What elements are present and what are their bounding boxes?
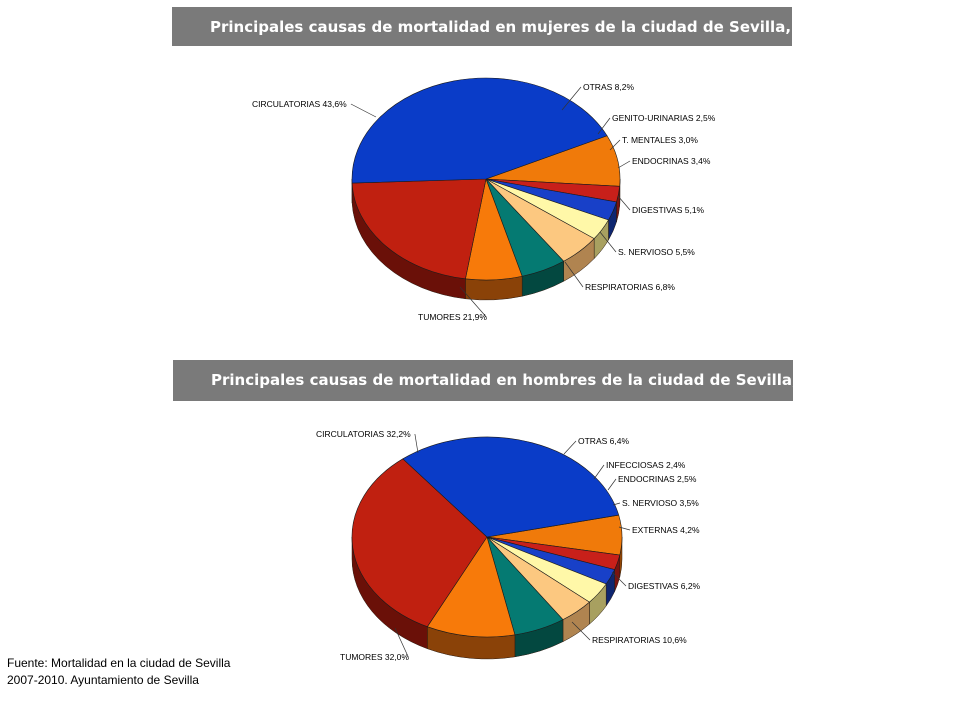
source-line-1: Fuente: Mortalidad en la ciudad de Sevil…	[7, 656, 231, 670]
pie-chart-women: OTRAS 8,2% GENITO-URINARIAS 2,5% T. MENTAL…	[252, 77, 716, 322]
source-note: Fuente: Mortalidad en la ciudad de Sevil…	[7, 655, 230, 689]
pie-slices	[351, 436, 623, 638]
leader-line-respiratorias-10-6	[571, 621, 591, 641]
pie-slice-circulatorias-32-2	[402, 436, 620, 538]
leader-line-infecciosas-2-4	[593, 464, 605, 480]
slice-label-digestivas-6-2: DIGESTIVAS 6,2%	[628, 581, 701, 591]
pie-side-walls	[351, 536, 623, 660]
pie-slice-tumores-32-0	[351, 458, 488, 628]
pie-slice-tumores-21-9	[351, 178, 487, 280]
chart-title-men: Principales causas de mortalidad en homb…	[173, 360, 893, 401]
slice-label-otras-8-2: OTRAS 8,2%	[583, 82, 634, 92]
source-line-2: 2007-2010. Ayuntamiento de Sevilla	[7, 673, 199, 687]
leader-line-circulatorias-43-6	[350, 103, 377, 118]
slice-label-digestivas-5-1: DIGESTIVAS 5,1%	[632, 205, 705, 215]
pie-slice-circulatorias-43-6	[351, 77, 608, 184]
leader-line-respiratorias-6-8	[564, 261, 584, 288]
leader-line-s-nervioso-5-5	[599, 231, 617, 253]
slice-label-otras-6-4: OTRAS 6,4%	[578, 436, 629, 446]
leader-line-t-mentales-3-0	[609, 139, 621, 151]
leader-line-endocrinas-3-4	[617, 160, 631, 169]
slice-label-endocrinas-2-5: ENDOCRINAS 2,5%	[618, 474, 697, 484]
slice-label-endocrinas-3-4: ENDOCRINAS 3,4%	[632, 156, 711, 166]
leader-line-s-nervioso-3-5	[612, 502, 621, 506]
pie-labels: OTRAS 8,2% GENITO-URINARIAS 2,5% T. MENTAL…	[252, 82, 716, 322]
slice-label-respiratorias-10-6: RESPIRATORIAS 10,6%	[592, 635, 687, 645]
leader-line-genito-urinarias-2-5	[597, 117, 611, 135]
pie-labels: OTRAS 6,4% INFECCIOSAS 2,4% ENDOCRINAS 2,5…	[316, 429, 701, 662]
leader-line-digestivas-6-2	[611, 571, 627, 587]
pie-slices	[351, 77, 621, 281]
slice-label-t-mentales-3-0: T. MENTALES 3,0%	[622, 135, 698, 145]
slice-label-s-nervioso-5-5: S. NERVIOSO 5,5%	[618, 247, 695, 257]
slice-label-circulatorias-32-2: CIRCULATORIAS 32,2%	[316, 429, 411, 439]
pie-slice-respiratorias-10-6	[426, 536, 516, 638]
leader-line-otras-8-2	[561, 86, 582, 111]
slice-label-tumores-21-9: TUMORES 21,9%	[418, 312, 487, 322]
slice-label-externas-4-2: EXTERNAS 4,2%	[632, 525, 700, 535]
slice-label-circulatorias-43-6: CIRCULATORIAS 43,6%	[252, 99, 347, 109]
slice-label-s-nervioso-3-5: S. NERVIOSO 3,5%	[622, 498, 699, 508]
slice-label-respiratorias-6-8: RESPIRATORIAS 6,8%	[585, 282, 675, 292]
slice-label-genito-urinarias-2-5: GENITO-URINARIAS 2,5%	[612, 113, 716, 123]
leader-line-tumores-21-9	[459, 286, 487, 318]
pie-side-walls	[351, 178, 621, 301]
slice-label-infecciosas-2-4: INFECCIOSAS 2,4%	[606, 460, 686, 470]
leader-line-externas-4-2	[618, 526, 631, 531]
chart-title-women: Principales causas de mortalidad en muje…	[172, 7, 886, 46]
leader-line-digestivas-5-1	[617, 195, 631, 211]
leader-line-otras-6-4	[563, 440, 577, 455]
leader-line-circulatorias-32-2	[414, 433, 419, 454]
leader-line-tumores-32-0	[394, 627, 409, 658]
slice-label-tumores-32-0: TUMORES 32,0%	[340, 652, 409, 662]
leader-line-endocrinas-2-5	[607, 478, 617, 491]
